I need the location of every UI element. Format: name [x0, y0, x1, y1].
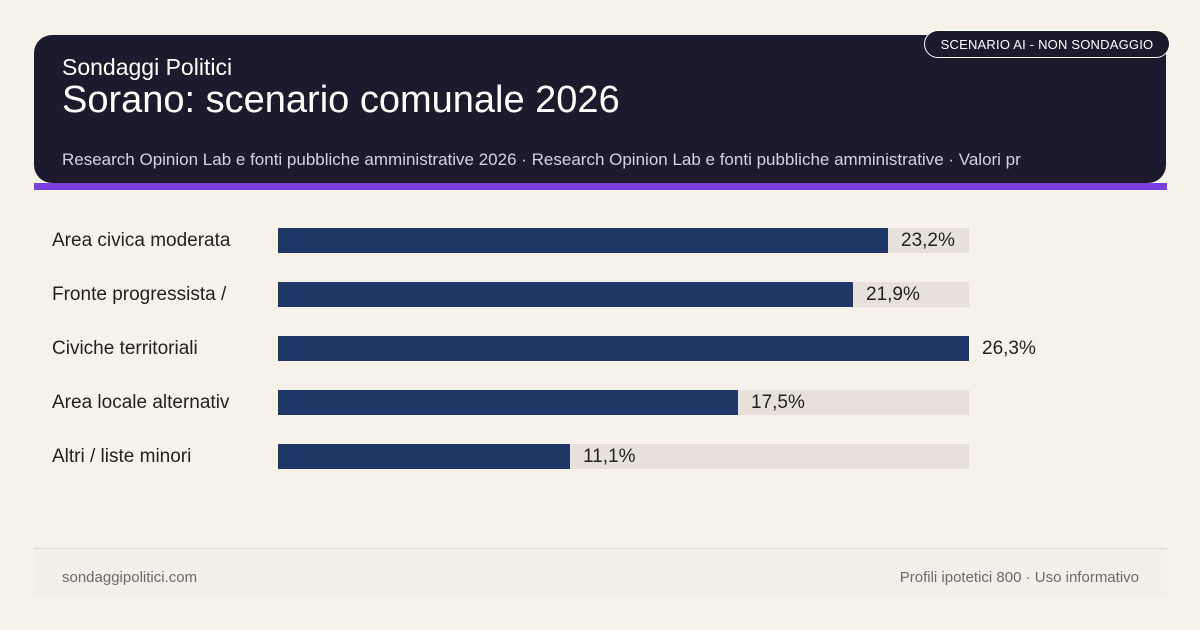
bar-chart: Area civica moderata 23,2% Fronte progress…: [52, 228, 1036, 469]
page-title: Sorano: scenario comunale 2026: [62, 79, 620, 121]
header-panel: Sondaggi Politici Sorano: scenario comun…: [34, 35, 1166, 183]
value-label: 23,2%: [901, 230, 955, 251]
value-label: 26,3%: [982, 338, 1036, 359]
accent-bar: [34, 183, 1167, 190]
value-label: 21,9%: [866, 284, 920, 305]
brand-name: Sondaggi Politici: [62, 54, 233, 80]
footer-note: Profili ipotetici 800 · Uso informativo: [899, 569, 1139, 586]
category-label: Area civica moderata: [52, 230, 231, 251]
category-label: Area locale alternativ: [52, 392, 230, 413]
category-label: Fronte progressista /: [52, 284, 227, 305]
bar: [278, 444, 570, 469]
footer: sondaggipolitici.com Profili ipotetici 8…: [34, 548, 1167, 597]
source-subtitle: Research Opinion Lab e fonti pubbliche a…: [62, 150, 1021, 169]
value-label: 17,5%: [751, 392, 805, 413]
bar: [278, 282, 853, 307]
value-label: 11,1%: [583, 446, 636, 467]
bar: [278, 390, 738, 415]
bar: [278, 228, 888, 253]
category-label: Altri / liste minori: [52, 446, 192, 467]
category-label: Civiche territoriali: [52, 338, 198, 359]
bar: [278, 336, 969, 361]
footer-site-link[interactable]: sondaggipolitici.com: [62, 569, 198, 586]
scenario-badge: SCENARIO AI - NON SONDAGGIO: [924, 30, 1170, 58]
